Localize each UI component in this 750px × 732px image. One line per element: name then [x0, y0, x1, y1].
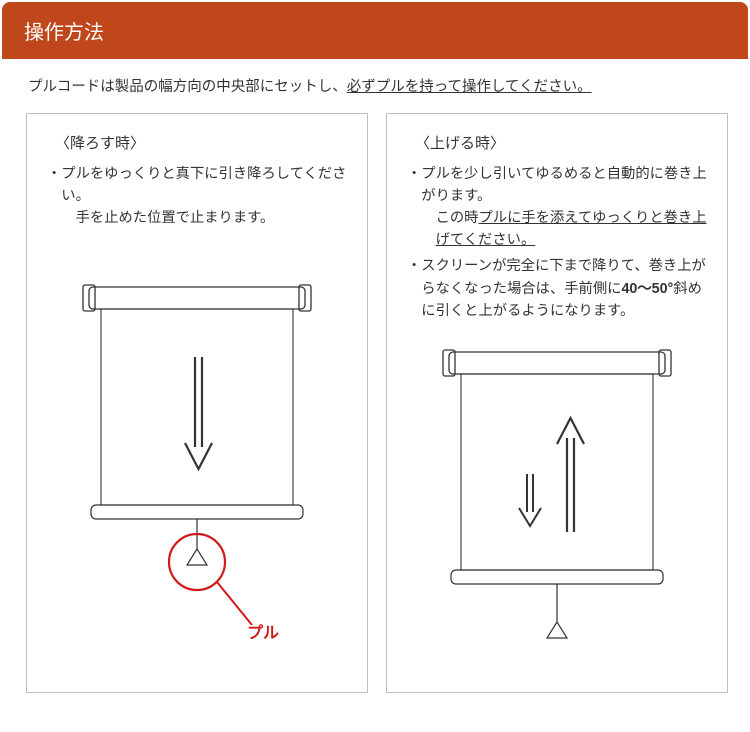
intro-underlined: 必ずプルを持って操作してください。 — [347, 79, 592, 95]
intro-prefix: プルコードは製品の幅方向の中央部にセットし、 — [28, 79, 347, 95]
raise-b1a: ・プルを少し引いてゆるめると自動的に巻き上がります。 — [407, 166, 707, 204]
big-up-arrow — [557, 418, 584, 532]
lower-line1: ・プルをゆっくりと真下に引き降ろしてください。 — [47, 166, 346, 204]
panels-row: 〈降ろす時〉 ・プルをゆっくりと真下に引き降ろしてください。 手を止めた位置で止… — [0, 113, 750, 693]
lower-diagram: プル — [47, 247, 347, 667]
raise-diagram — [407, 334, 707, 674]
section-title: 操作方法 — [24, 22, 104, 44]
raise-screen-svg — [407, 334, 707, 674]
panel-lower-title: 〈降ろす時〉 — [55, 132, 347, 153]
raise-b2-bold: 40〜50° — [621, 281, 673, 297]
raise-b1b: この時プルに手を添えてゆっくりと巻き上げてください。 — [421, 207, 707, 251]
small-down-arrow — [519, 474, 541, 526]
panel-lower-text: ・プルをゆっくりと真下に引き降ろしてください。 手を止めた位置で止まります。 — [47, 163, 347, 229]
lower-screen-svg — [47, 247, 347, 667]
panel-raise: 〈上げる時〉 ・プルを少し引いてゆるめると自動的に巻き上がります。 この時プルに… — [386, 113, 728, 693]
panel-lower: 〈降ろす時〉 ・プルをゆっくりと真下に引き降ろしてください。 手を止めた位置で止… — [26, 113, 368, 693]
intro-text: プルコードは製品の幅方向の中央部にセットし、必ずプルを持って操作してください。 — [0, 59, 750, 113]
raise-bullet-2: ・スクリーンが完全に下まで降りて、巻き上がらなくなった場合は、手前側に40〜50… — [407, 255, 707, 321]
raise-bullet-1: ・プルを少し引いてゆるめると自動的に巻き上がります。 この時プルに手を添えてゆっ… — [407, 163, 707, 252]
panel-raise-title: 〈上げる時〉 — [415, 132, 707, 153]
section-header: 操作方法 — [2, 2, 748, 59]
lower-line2: 手を止めた位置で止まります。 — [61, 207, 347, 229]
pull-label: プル — [247, 619, 279, 643]
